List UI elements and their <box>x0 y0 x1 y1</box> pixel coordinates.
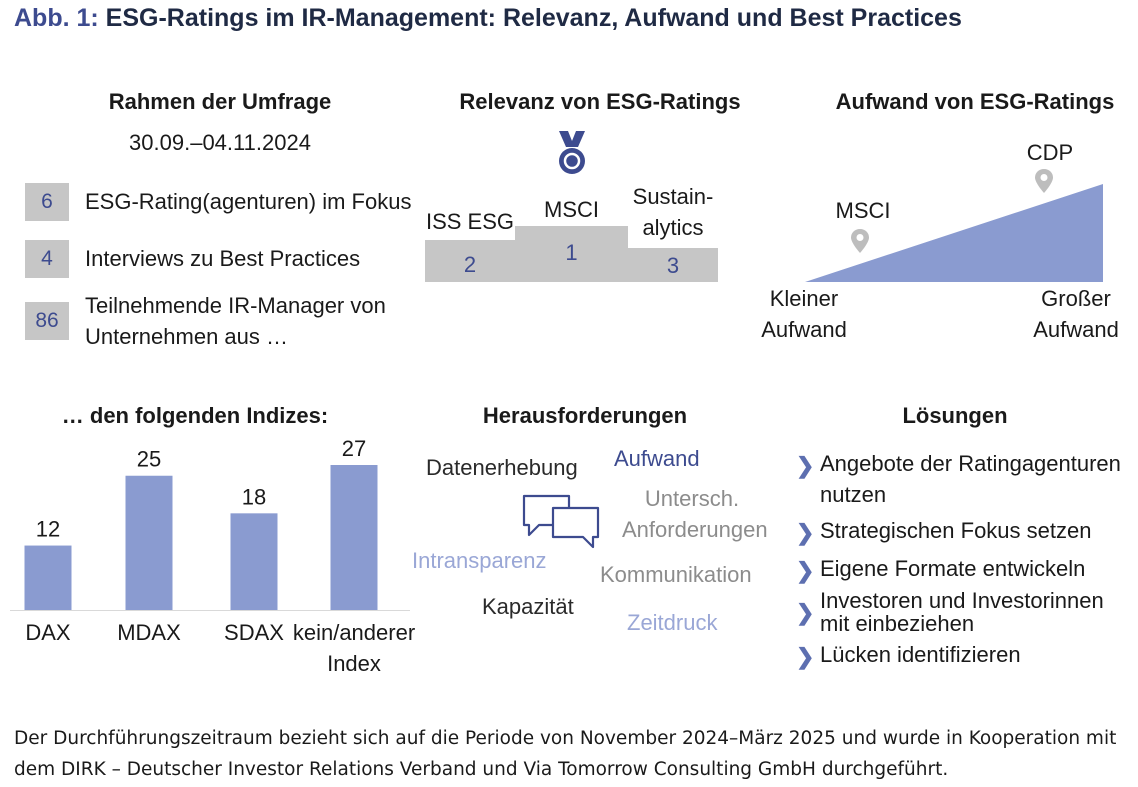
bar-dax <box>24 545 72 610</box>
chevron-right-icon: ❯ <box>796 600 815 625</box>
x-tick-label: MDAX <box>117 620 181 645</box>
survey-item-participants-line1: Teilnehmende IR-Manager von <box>85 293 386 318</box>
figure-title-text: ESG-Ratings im IR-Management: Relevanz, … <box>105 4 962 32</box>
podium-step-second <box>425 240 515 282</box>
podium-name-sustainalytics-line1: Sustain- <box>632 184 714 209</box>
podium-name-msci: MSCI <box>544 197 599 222</box>
cdp-pin-icon <box>1035 169 1053 193</box>
podium-name-sustainalytics-line2: alytics <box>642 215 704 240</box>
solution-5: Lücken identifizieren <box>820 642 1021 667</box>
footer-line-1: Der Durchführungszeitraum bezieht sich a… <box>14 728 1117 749</box>
bar-kein-anderer-index <box>330 465 378 610</box>
podium-rank-first: 1 <box>565 240 578 265</box>
podium-rank-third: 3 <box>666 253 680 278</box>
effort-high-line1: Großer <box>1041 286 1111 311</box>
x-tick-label: Index <box>327 651 381 676</box>
solutions-heading: Lösungen <box>902 403 1008 428</box>
survey-heading: Rahmen der Umfrage <box>108 89 332 114</box>
solution-3: Eigene Formate entwickeln <box>820 556 1086 581</box>
podium-rank-second: 2 <box>463 252 477 277</box>
challenge-kapazitaet: Kapazität <box>482 594 574 619</box>
podium-step-third <box>628 248 718 282</box>
challenge-zeitdruck: Zeitdruck <box>627 610 718 635</box>
index-bar-chart: 12 DAX 25 MDAX 18 SDAX 27 kein/anderer Index <box>10 436 415 676</box>
podium-name-iss: ISS ESG <box>425 209 515 234</box>
count-badge-ratings: 6 <box>25 183 69 221</box>
figure-title: Abb. 1: ESG-Ratings im IR-Management: Re… <box>14 4 962 33</box>
chart-title: … den folgenden Indizes: <box>61 403 329 428</box>
footer-line-2: dem DIRK – Deutscher Investor Relations … <box>14 759 949 780</box>
count-badge-interviews: 4 <box>25 240 69 278</box>
bar-sdax <box>230 513 278 610</box>
survey-item-interviews: Interviews zu Best Practices <box>85 246 361 271</box>
survey-date: 30.09.–04.11.2024 <box>129 130 311 155</box>
footer-note: Der Durchführungszeitraum bezieht sich a… <box>14 723 1134 785</box>
x-tick-label: DAX <box>25 620 71 645</box>
bar-value-label: 18 <box>242 484 266 509</box>
bar-value-label: 27 <box>342 436 366 461</box>
effort-marker-label-msci: MSCI <box>835 198 891 223</box>
survey-item-participants-line2: Unternehmen aus … <box>85 324 288 349</box>
chevron-right-icon: ❯ <box>796 558 815 583</box>
bar-value-label: 25 <box>137 447 161 472</box>
solution-1-line1: Angebote der Ratingagenturen <box>820 451 1121 476</box>
solution-2: Strategischen Fokus setzen <box>820 518 1092 543</box>
challenge-aufwand: Aufwand <box>614 446 700 471</box>
challenge-intransparenz: Intransparenz <box>412 548 547 573</box>
solution-4-line1: Investoren und Investorinnen <box>820 588 1104 613</box>
bar-mdax <box>125 475 173 610</box>
challenge-anforderungen-line2: Anforderungen <box>622 517 768 542</box>
figure-number: Abb. 1: <box>14 4 99 32</box>
challenge-kommunikation: Kommunikation <box>600 562 752 587</box>
x-tick-label: kein/anderer <box>293 620 415 645</box>
chevron-right-icon: ❯ <box>796 520 815 545</box>
effort-wedge <box>805 184 1103 282</box>
effort-low-line2: Aufwand <box>761 317 847 342</box>
challenge-anforderungen-line1: Untersch. <box>644 486 740 511</box>
speech-bubbles-icon <box>522 494 600 549</box>
challenges-heading: Herausforderungen <box>482 403 688 428</box>
x-tick-label: SDAX <box>224 620 284 645</box>
solution-4-line2: mit einbeziehen <box>820 611 975 636</box>
challenge-datenerhebung: Datenerhebung <box>426 455 578 480</box>
medal-icon <box>559 131 585 174</box>
effort-high-line2: Aufwand <box>1033 317 1119 342</box>
chevron-right-icon: ❯ <box>796 644 815 669</box>
solution-1-line2: nutzen <box>820 482 887 507</box>
relevance-heading: Relevanz von ESG-Ratings <box>459 89 741 114</box>
effort-heading: Aufwand von ESG-Ratings <box>835 89 1115 114</box>
msci-pin-icon <box>851 229 869 253</box>
effort-marker-label-cdp: CDP <box>1026 140 1074 165</box>
effort-low-line1: Kleiner <box>769 286 839 311</box>
podium-step-first <box>515 226 628 282</box>
bar-value-label: 12 <box>36 517 60 542</box>
count-badge-participants: 86 <box>25 302 69 340</box>
survey-item-ratings: ESG-Rating(agenturen) im Fokus <box>85 189 412 214</box>
chevron-right-icon: ❯ <box>796 453 815 478</box>
